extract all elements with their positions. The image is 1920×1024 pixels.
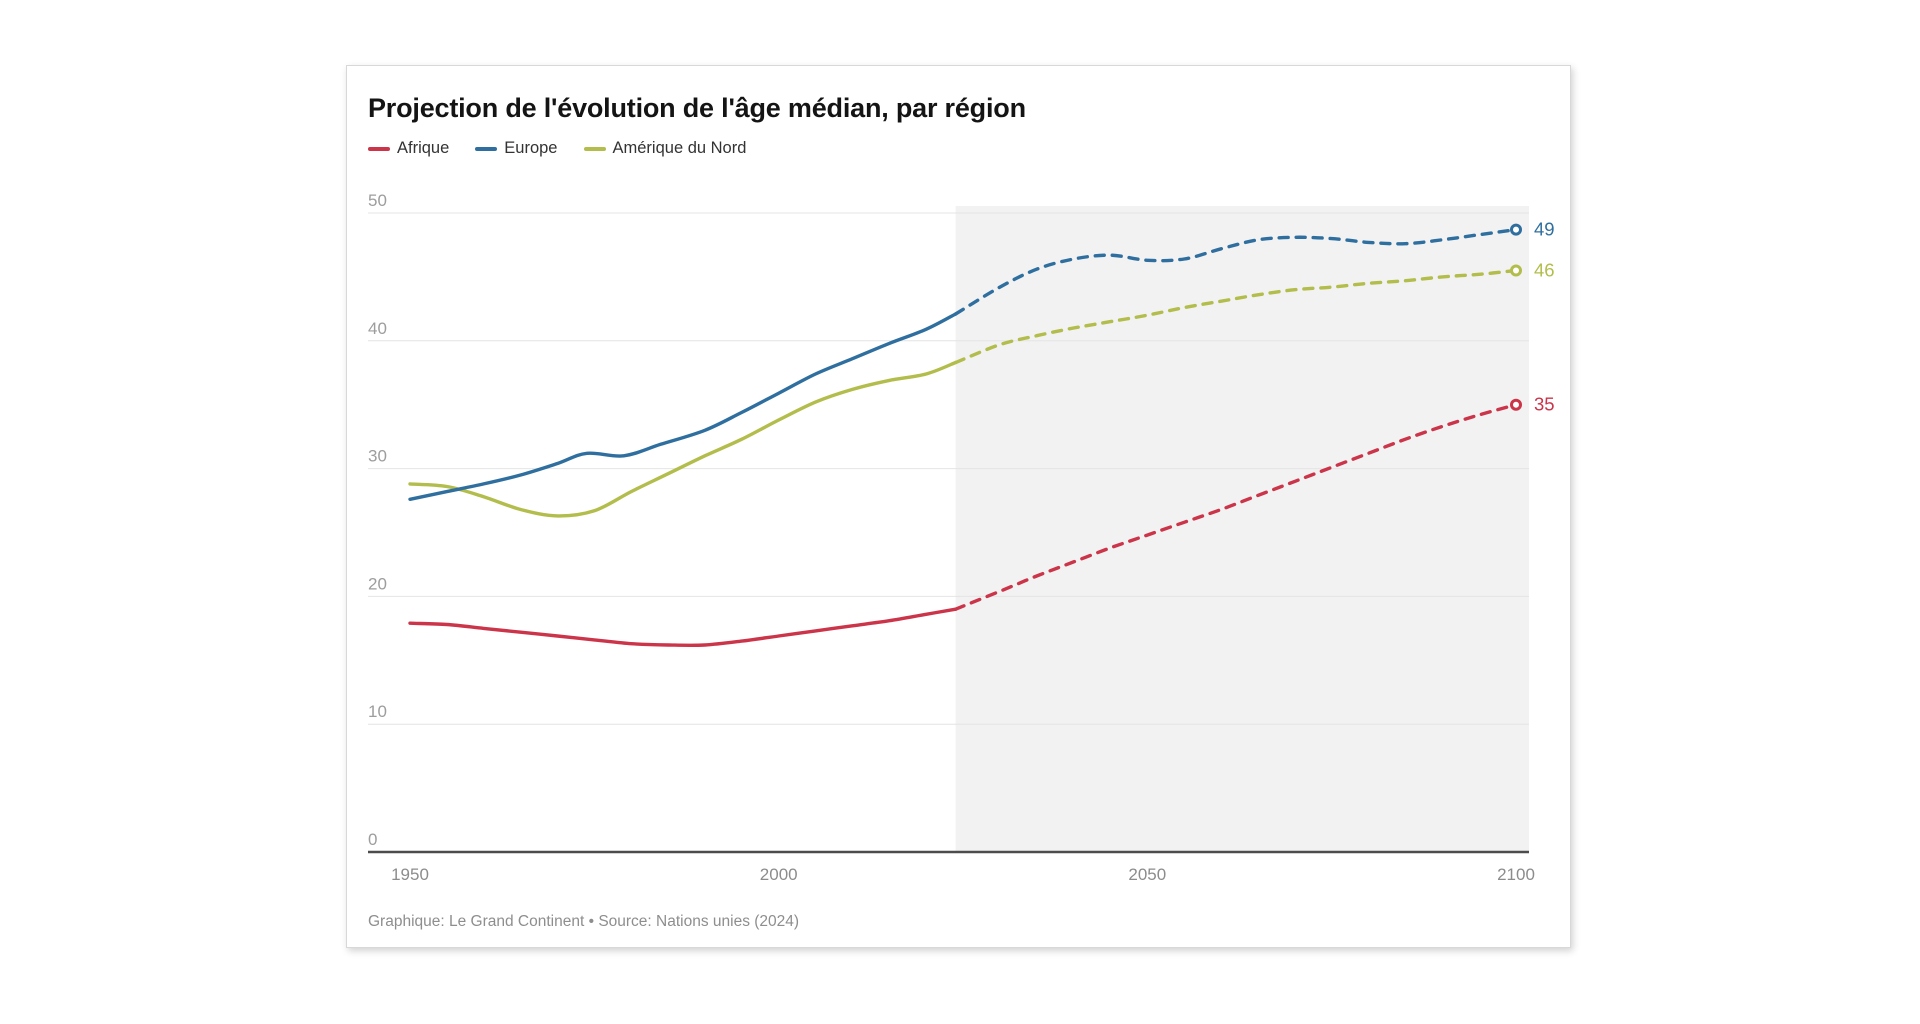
- chart-card: Projection de l'évolution de l'âge média…: [346, 65, 1571, 948]
- legend-item-amerique-du-nord: Amérique du Nord: [583, 139, 747, 158]
- series-line-projection-europe: [953, 227, 1518, 316]
- y-tick-label-20: 20: [368, 574, 387, 593]
- x-tick-label-1950: 1950: [391, 865, 429, 884]
- series-line-historical-afrique: [408, 607, 958, 648]
- y-tick-label-0: 0: [368, 830, 377, 849]
- projection-region: [955, 206, 1529, 852]
- series-line-projection-afrique: [953, 403, 1518, 611]
- series-line-historical-europe: [408, 312, 958, 501]
- x-tick-label-2000: 2000: [760, 865, 798, 884]
- chart-legend: Afrique Europe Amérique du Nord: [368, 139, 1549, 158]
- series-end-marker-amerique-du-nord: [1510, 264, 1522, 277]
- legend-swatch-afrique: [368, 146, 390, 151]
- series-end-marker-europe: [1510, 223, 1522, 236]
- legend-item-afrique: Afrique: [368, 139, 449, 158]
- y-tick-label-10: 10: [368, 702, 387, 721]
- y-tick-label-40: 40: [368, 319, 387, 338]
- y-tick-label-50: 50: [368, 191, 387, 210]
- x-tick-label-2050: 2050: [1128, 865, 1166, 884]
- legend-label-amerique-du-nord: Amérique du Nord: [612, 139, 747, 158]
- chart-source-footer: Graphique: Le Grand Continent • Source: …: [368, 913, 800, 930]
- median-age-line-chart: 0 10 20 30 40 50 1950 2000 2050 2100 46 49 35: [368, 191, 1555, 884]
- series-end-value-afrique: 35: [1534, 394, 1555, 415]
- y-tick-label-30: 30: [368, 447, 387, 466]
- legend-swatch-amerique-du-nord: [583, 146, 606, 151]
- series-end-value-amerique-du-nord: 46: [1534, 260, 1555, 281]
- series-end-marker-afrique: [1510, 398, 1522, 411]
- chart-title: Projection de l'évolution de l'âge média…: [368, 93, 1026, 123]
- series-end-value-europe: 49: [1534, 219, 1555, 240]
- legend-item-europe: Europe: [475, 139, 558, 158]
- legend-swatch-europe: [475, 146, 498, 151]
- series-line-projection-amerique-du-nord: [953, 268, 1518, 365]
- legend-label-afrique: Afrique: [397, 139, 450, 158]
- series-line-historical-amerique-du-nord: [408, 360, 958, 518]
- x-tick-label-2100: 2100: [1497, 865, 1535, 884]
- legend-label-europe: Europe: [504, 139, 558, 158]
